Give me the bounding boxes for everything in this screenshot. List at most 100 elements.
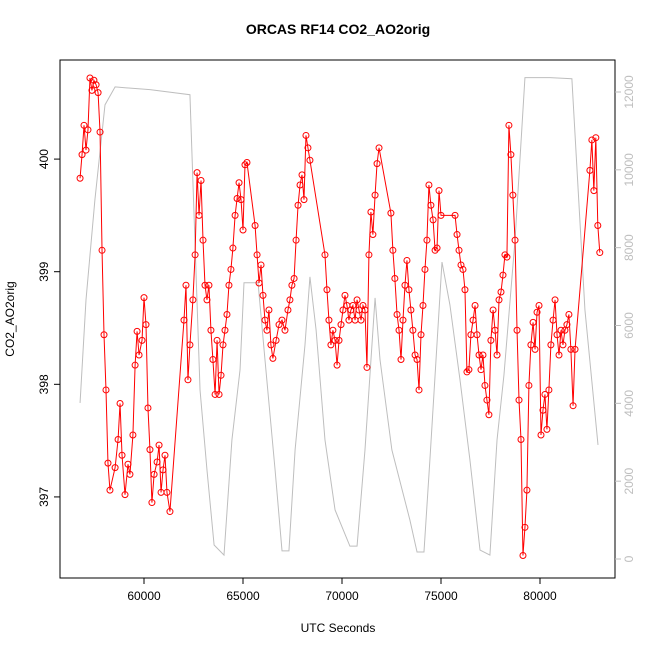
data-point xyxy=(489,306,497,314)
data-point xyxy=(142,321,150,329)
y2-tick-label: 10000 xyxy=(622,153,636,187)
data-point xyxy=(421,265,429,273)
data-point xyxy=(201,281,209,289)
data-point xyxy=(395,326,403,334)
data-point xyxy=(327,341,335,349)
data-point xyxy=(481,381,489,389)
y-axis-label: CO2_AO2orig xyxy=(3,281,17,356)
data-point xyxy=(431,246,439,254)
data-point xyxy=(365,251,373,259)
data-point xyxy=(331,336,339,344)
data-point xyxy=(533,308,541,316)
data-point xyxy=(86,74,94,82)
data-point xyxy=(409,326,417,334)
y2-tick-label: 8000 xyxy=(622,234,636,261)
data-point xyxy=(367,208,375,216)
data-point xyxy=(321,251,329,259)
data-point xyxy=(298,171,306,179)
data-point xyxy=(302,131,310,139)
data-point xyxy=(335,336,343,344)
data-point xyxy=(102,386,110,394)
data-point xyxy=(471,301,479,309)
data-point xyxy=(88,86,96,94)
data-point xyxy=(111,464,119,472)
data-point xyxy=(357,316,365,324)
data-point xyxy=(255,279,263,287)
data-point xyxy=(425,181,433,189)
data-point xyxy=(586,166,594,174)
data-point xyxy=(80,121,88,129)
data-point xyxy=(543,425,551,433)
data-point xyxy=(253,251,261,259)
data-point xyxy=(153,458,161,466)
y-tick-label: 400 xyxy=(37,149,51,169)
data-point xyxy=(189,296,197,304)
data-point xyxy=(417,331,425,339)
data-point xyxy=(159,466,167,474)
data-point xyxy=(483,396,491,404)
data-point xyxy=(229,244,237,252)
data-point xyxy=(233,195,241,203)
data-point xyxy=(290,274,298,282)
data-point xyxy=(455,246,463,254)
data-point xyxy=(393,310,401,318)
data-point xyxy=(225,281,233,289)
data-point xyxy=(369,231,377,239)
data-point xyxy=(129,431,137,439)
data-point xyxy=(507,151,515,159)
data-point xyxy=(150,470,158,478)
data-point xyxy=(363,363,371,371)
data-point xyxy=(491,326,499,334)
data-point xyxy=(186,341,194,349)
data-point xyxy=(347,306,355,314)
data-point xyxy=(499,271,507,279)
data-point xyxy=(371,191,379,199)
data-point xyxy=(292,236,300,244)
data-point xyxy=(118,451,126,459)
data-point xyxy=(98,246,106,254)
y2-tick-label: 6000 xyxy=(622,312,636,339)
data-point xyxy=(397,356,405,364)
data-point xyxy=(323,286,331,294)
data-point xyxy=(527,341,535,349)
data-point xyxy=(339,306,347,314)
data-point xyxy=(259,291,267,299)
data-point xyxy=(531,345,539,353)
data-point xyxy=(523,486,531,494)
data-point xyxy=(116,399,124,407)
data-point xyxy=(407,306,415,314)
data-point xyxy=(215,390,223,398)
data-point xyxy=(429,216,437,224)
data-point xyxy=(401,281,409,289)
data-point xyxy=(138,336,146,344)
data-point xyxy=(521,523,529,531)
data-point xyxy=(263,326,271,334)
data-point xyxy=(296,181,304,189)
data-point xyxy=(126,470,134,478)
data-point xyxy=(387,209,395,217)
data-point xyxy=(94,89,102,97)
data-point xyxy=(453,231,461,239)
data-point xyxy=(551,296,559,304)
data-point xyxy=(135,351,143,359)
data-point xyxy=(341,291,349,299)
data-point xyxy=(419,301,427,309)
data-point xyxy=(203,296,211,304)
data-point xyxy=(306,156,314,164)
data-point xyxy=(487,336,495,344)
data-point xyxy=(180,316,188,324)
data-point xyxy=(219,341,227,349)
data-point xyxy=(272,336,280,344)
data-point xyxy=(257,261,265,269)
y2-tick-label: 12000 xyxy=(622,75,636,109)
data-point xyxy=(539,406,547,414)
data-point xyxy=(140,294,148,302)
data-point xyxy=(389,246,397,254)
data-point xyxy=(567,345,575,353)
data-point xyxy=(227,265,235,273)
data-point xyxy=(300,196,308,204)
data-point xyxy=(286,296,294,304)
data-point xyxy=(294,201,302,209)
